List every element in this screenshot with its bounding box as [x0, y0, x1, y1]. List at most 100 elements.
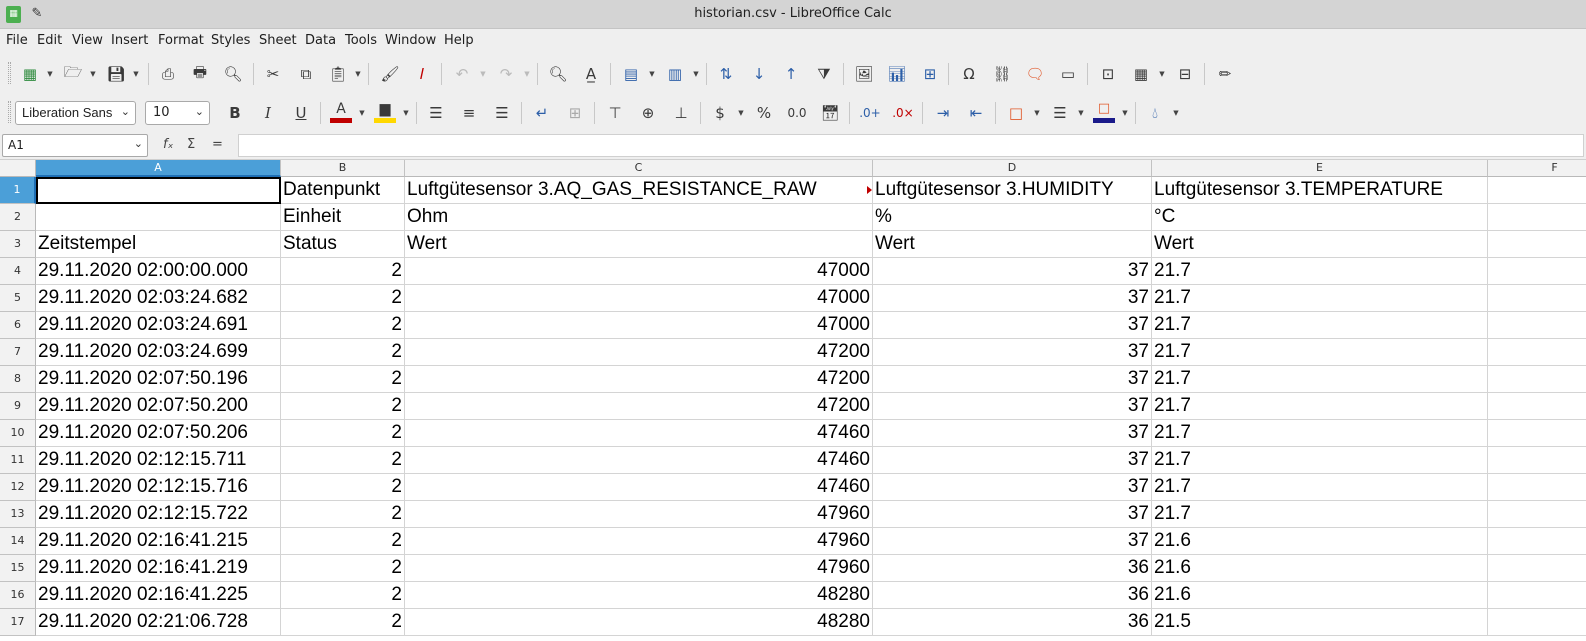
cell-c[interactable]: Luftgütesensor 3.AQ_GAS_RESISTANCE_RAW [405, 177, 873, 204]
cell-c[interactable]: 47960 [405, 555, 873, 582]
column-header-a[interactable]: A [36, 160, 281, 177]
cell-a[interactable]: Zeitstempel [36, 231, 281, 258]
cell-b[interactable]: 2 [281, 366, 405, 393]
cell-e[interactable]: Wert [1152, 231, 1488, 258]
row-header[interactable]: 12 [0, 474, 36, 501]
cell-e[interactable]: 21.7 [1152, 447, 1488, 474]
pin-icon[interactable]: ✎ [31, 6, 43, 21]
print-preview-icon[interactable]: 🔍︎ [223, 65, 243, 83]
bold-icon[interactable]: B [229, 104, 241, 122]
cell-b[interactable]: Einheit [281, 204, 405, 231]
cell-f[interactable] [1488, 582, 1586, 609]
column-dropdown-icon[interactable]: ▼ [693, 70, 699, 78]
insert-chart-icon[interactable]: 📊︎ [887, 65, 907, 83]
cell-e[interactable]: 21.7 [1152, 339, 1488, 366]
delete-decimal-place-icon[interactable]: .0× [892, 106, 914, 120]
italic-icon[interactable]: I [265, 104, 271, 122]
formula-equals-icon[interactable]: = [212, 137, 223, 152]
font-name-select[interactable]: Liberation Sans ⌄ [15, 101, 136, 125]
comment-icon[interactable]: 🗨︎ [1025, 65, 1045, 83]
cell-c[interactable]: 47960 [405, 501, 873, 528]
clone-formatting-icon[interactable]: 🖌︎ [380, 65, 400, 83]
cell-a[interactable]: 29.11.2020 02:16:41.219 [36, 555, 281, 582]
cell-f[interactable] [1488, 528, 1586, 555]
cell-b[interactable]: 2 [281, 582, 405, 609]
column-header-f[interactable]: F [1488, 160, 1586, 177]
align-middle-icon[interactable]: ⊕ [641, 104, 655, 122]
cell-d[interactable]: 36 [873, 609, 1152, 636]
row-header[interactable]: 14 [0, 528, 36, 555]
cell-a[interactable]: 29.11.2020 02:16:41.225 [36, 582, 281, 609]
cell-e[interactable]: 21.7 [1152, 393, 1488, 420]
split-window-icon[interactable]: ⊟ [1178, 65, 1192, 83]
font-color-icon[interactable]: A [329, 99, 353, 125]
row-header[interactable]: 17 [0, 609, 36, 636]
name-box[interactable]: A1 ⌄ [2, 134, 148, 157]
find-replace-icon[interactable]: 🔍︎ [548, 65, 568, 83]
cell-a[interactable]: 29.11.2020 02:00:00.000 [36, 258, 281, 285]
border-style-icon[interactable]: ☰ [1053, 104, 1067, 122]
menu-tools[interactable]: Tools [345, 33, 378, 48]
cell-d[interactable]: 37 [873, 258, 1152, 285]
cell-c[interactable]: 47200 [405, 339, 873, 366]
row-icon[interactable]: ▤ [623, 65, 639, 83]
merge-center-icon[interactable]: ⊞ [568, 104, 582, 122]
cell-f[interactable] [1488, 555, 1586, 582]
number-format-icon[interactable]: 0.0 [787, 106, 807, 120]
row-header[interactable]: 9 [0, 393, 36, 420]
date-format-icon[interactable]: 📅︎ [820, 104, 840, 122]
cell-a[interactable]: 29.11.2020 02:03:24.691 [36, 312, 281, 339]
cell-f[interactable] [1488, 393, 1586, 420]
align-top-icon[interactable]: ⊤ [608, 104, 622, 122]
cell-b[interactable]: 2 [281, 528, 405, 555]
pivot-table-icon[interactable]: ⊞ [923, 65, 937, 83]
row-dropdown-icon[interactable]: ▼ [649, 70, 655, 78]
cell-e[interactable]: Luftgütesensor 3.TEMPERATURE [1152, 177, 1488, 204]
cell-c[interactable]: 47200 [405, 393, 873, 420]
redo-dropdown-icon[interactable]: ▼ [524, 70, 530, 78]
cell-d[interactable]: Wert [873, 231, 1152, 258]
align-center-icon[interactable]: ≡ [462, 104, 476, 122]
align-left-icon[interactable]: ☰ [429, 104, 443, 122]
cell-a[interactable]: 29.11.2020 02:12:15.711 [36, 447, 281, 474]
active-cell-a1[interactable] [36, 177, 281, 204]
row-header[interactable]: 8 [0, 366, 36, 393]
save-icon[interactable]: 💾︎ [106, 65, 126, 83]
cell-e[interactable]: 21.7 [1152, 285, 1488, 312]
row-header[interactable]: 16 [0, 582, 36, 609]
cell-f[interactable] [1488, 609, 1586, 636]
formula-input[interactable] [238, 134, 1584, 157]
toolbar-grip[interactable] [8, 62, 11, 84]
copy-icon[interactable]: ⧉ [300, 65, 312, 83]
menu-window[interactable]: Window [385, 33, 437, 48]
cell-b[interactable]: 2 [281, 501, 405, 528]
cell-d[interactable]: 37 [873, 366, 1152, 393]
cell-f[interactable] [1488, 285, 1586, 312]
cell-b[interactable]: 2 [281, 555, 405, 582]
cell-e[interactable]: 21.7 [1152, 474, 1488, 501]
toolbar-grip[interactable] [8, 101, 11, 123]
currency-format-icon[interactable]: $ [715, 104, 725, 122]
cell-a[interactable]: 29.11.2020 02:03:24.699 [36, 339, 281, 366]
sort-ascending-icon[interactable]: ↓ [752, 65, 766, 83]
cell-a[interactable]: 29.11.2020 02:07:50.200 [36, 393, 281, 420]
align-bottom-icon[interactable]: ⊥ [674, 104, 688, 122]
row-header[interactable]: 4 [0, 258, 36, 285]
cell-b[interactable]: 2 [281, 285, 405, 312]
cell-e[interactable]: °C [1152, 204, 1488, 231]
cut-icon[interactable]: ✂ [266, 65, 280, 83]
show-draw-functions-icon[interactable]: ✏ [1218, 65, 1232, 83]
wrap-text-icon[interactable]: ↵ [535, 104, 549, 122]
column-header-e[interactable]: E [1152, 160, 1488, 177]
cell-f[interactable] [1488, 339, 1586, 366]
cell-d[interactable]: 37 [873, 339, 1152, 366]
menu-sheet[interactable]: Sheet [259, 33, 297, 48]
function-wizard-icon[interactable]: fₓ [163, 137, 174, 152]
highlight-color-icon[interactable]: ▆ [373, 99, 397, 125]
row-header[interactable]: 5 [0, 285, 36, 312]
row-header[interactable]: 6 [0, 312, 36, 339]
special-character-icon[interactable]: Ω [963, 65, 975, 83]
currency-dropdown-icon[interactable]: ▼ [738, 109, 744, 117]
row-header[interactable]: 3 [0, 231, 36, 258]
cell-d[interactable]: 37 [873, 474, 1152, 501]
